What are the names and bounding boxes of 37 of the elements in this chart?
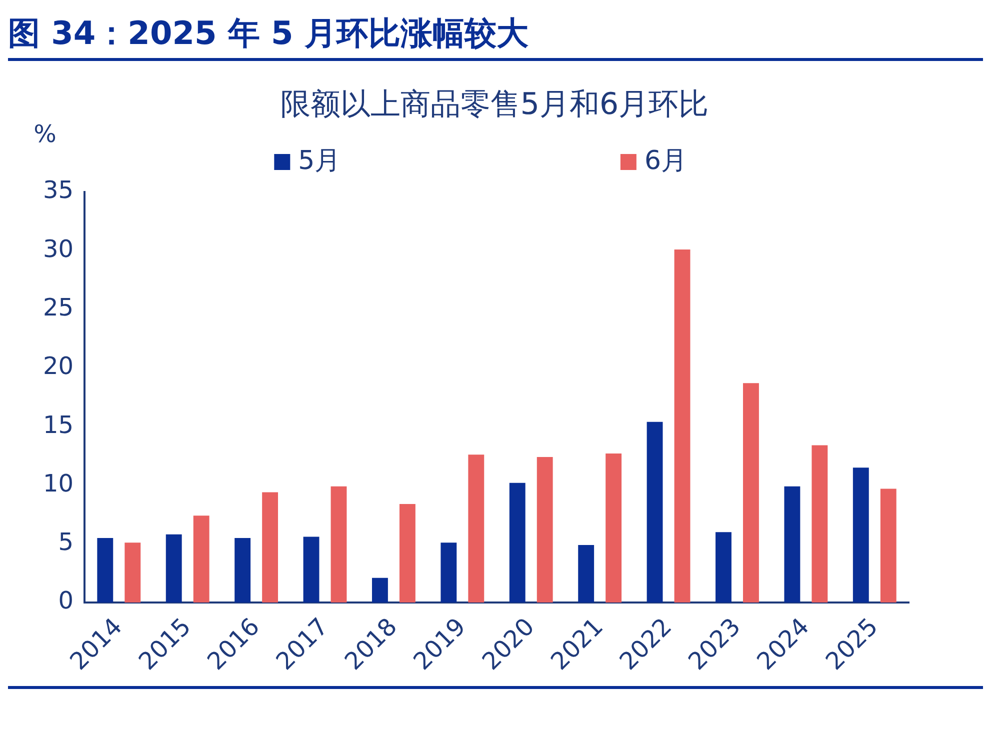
bar [330,486,347,602]
bar [372,578,388,602]
bar [716,532,732,602]
y-tick-label: 35 [42,176,74,204]
bar [303,536,320,602]
bar [509,482,526,602]
bar [262,492,278,602]
bar [536,457,553,602]
bar [234,538,251,602]
y-tick-label: 30 [42,234,74,263]
bar [166,534,182,602]
bar [674,249,690,602]
bar [880,488,896,602]
bar [784,486,800,602]
bar [97,538,114,602]
y-tick-label: 15 [42,410,74,439]
bar [852,468,869,602]
y-tick-label: 5 [58,528,74,556]
y-tick-label: 10 [42,469,74,498]
y-tick-label: 0 [58,586,74,615]
y-axis-title: % [34,120,56,148]
legend-label: 5月 [298,146,341,176]
bar [124,542,141,602]
bar [193,516,210,602]
chart-title: 图 34：2025 年 5 月环比涨幅较大 [8,8,983,61]
y-tick-label: 20 [42,352,74,380]
bar [743,383,759,602]
bar [606,454,622,602]
legend-label: 6月 [644,146,687,176]
chart-subtitle: 限额以上商品零售5月和6月环比 [280,87,709,122]
y-tick-label: 25 [42,294,74,322]
bar [399,504,416,602]
bar [812,445,828,602]
bar [440,542,457,602]
bar [578,544,594,602]
bar [646,422,663,602]
bar [468,454,484,602]
